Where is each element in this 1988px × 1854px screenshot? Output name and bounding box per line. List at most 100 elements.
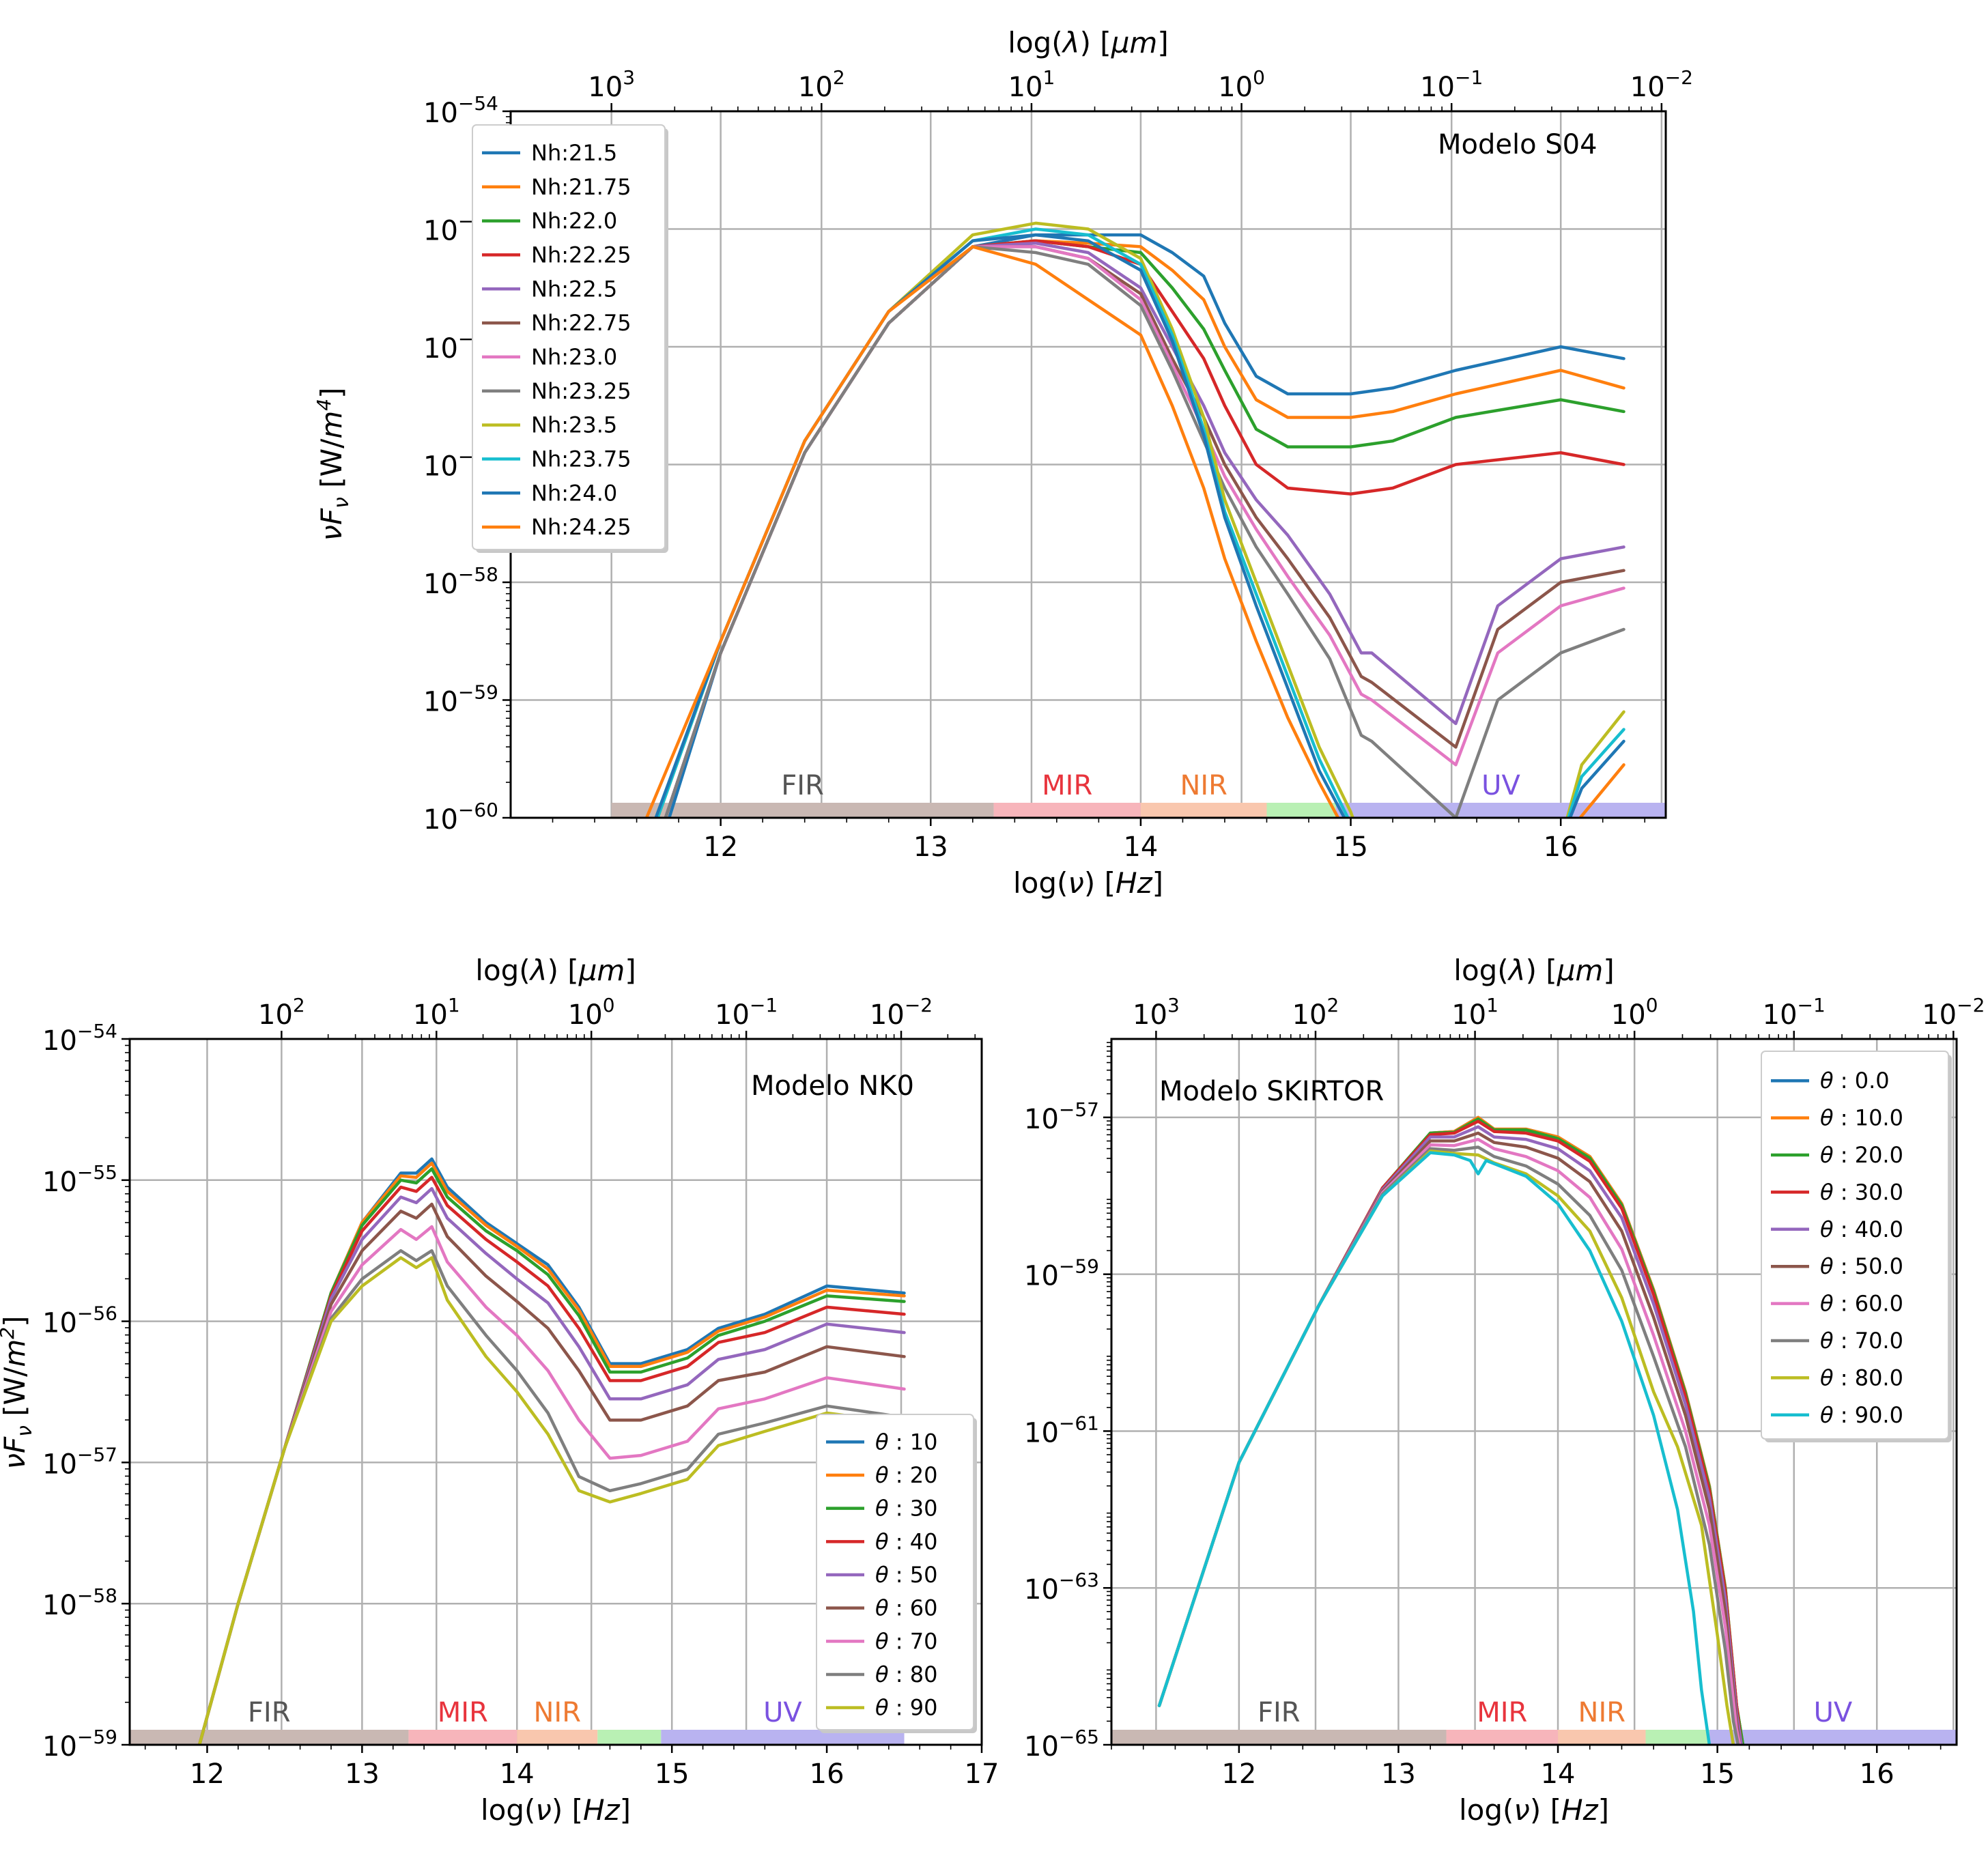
series-line [644, 245, 1625, 818]
legend-entry: θ : 0.0 [1820, 1068, 1890, 1094]
legend-entry: θ : 60.0 [1820, 1291, 1903, 1317]
series-group [1157, 1115, 1745, 1745]
panel-nk0: FIR MIR NIR UV 12 13 14 15 16 17 10−54 10−55 10−56 10… [0, 954, 999, 1827]
legend-entry: θ : 80 [875, 1662, 937, 1687]
x-tick-label: 16 [810, 1758, 844, 1790]
legend-entry: Nh:22.0 [531, 208, 617, 234]
band-label: MIR [438, 1697, 488, 1728]
series-line [655, 221, 1625, 818]
x-tick-label: 15 [1333, 831, 1368, 863]
band-nir [1140, 803, 1267, 818]
y-tick-label: 10−61 [1024, 1412, 1099, 1449]
series-line [1157, 1131, 1742, 1745]
band-nir [1558, 1730, 1646, 1745]
top-tick-label: 100 [1611, 994, 1658, 1031]
legend-entry: θ : 10 [875, 1429, 937, 1455]
legend-entry: θ : 60 [875, 1595, 937, 1621]
top-tick-label: 101 [413, 994, 460, 1031]
x-axis-label: log(ν) [Hz] [481, 1793, 631, 1827]
top-tick-label: 102 [1292, 994, 1339, 1031]
top-tick-label: 101 [1008, 66, 1055, 103]
y-tick-label: 10−54 [42, 1020, 117, 1057]
legend-entry: θ : 50.0 [1820, 1253, 1903, 1279]
series-group [197, 1157, 906, 1745]
band-vis [1645, 1730, 1709, 1745]
legend-box [816, 1414, 974, 1730]
top-tick-label: 101 [1451, 994, 1499, 1031]
x-axis-label: log(ν) [Hz] [1459, 1793, 1609, 1827]
series-group [644, 221, 1625, 818]
legend: θ : 10 θ : 20 θ : 30 θ : 40 θ : 50 θ : 60 θ : … [816, 1414, 977, 1733]
series-line [197, 1249, 906, 1745]
y-tick-label: 10−57 [1024, 1098, 1099, 1135]
band-label: MIR [1477, 1697, 1527, 1728]
x-tick-label: 13 [913, 831, 948, 863]
band-fir [611, 803, 994, 818]
x-tick-label: 16 [1544, 831, 1578, 863]
band-label: UV [763, 1697, 802, 1728]
x-tick-label: 16 [1860, 1758, 1894, 1790]
top-tick-label: 103 [1133, 994, 1180, 1031]
legend-entry: Nh:24.25 [531, 514, 631, 540]
top-tick-label: 10−1 [1763, 994, 1826, 1031]
legend-entry: θ : 70.0 [1820, 1328, 1903, 1354]
legend: Nh:21.5 Nh:21.75 Nh:22.0 Nh:22.25 Nh:22.5 Nh:… [472, 124, 668, 553]
y-tick-label: 10−56 [42, 1302, 117, 1339]
panel-s04: FIRMIRNIRUV121314151610−5410−5510−5610−5… [313, 26, 1693, 900]
series-line [1157, 1151, 1712, 1745]
panel-skirtor: FIR MIR NIR UV 12 13 14 15 16 10−57 10−59 10−61 10−6… [1024, 954, 1985, 1827]
model-annotation: Modelo NK0 [751, 1070, 914, 1102]
y-axis-label: νFν [W/m4] [313, 388, 354, 541]
y-tick-label: 10−59 [42, 1726, 117, 1763]
series-line [1157, 1125, 1743, 1745]
y-tick-label: 10−58 [42, 1584, 117, 1621]
y-tick-label: 10−60 [423, 799, 498, 836]
legend-entry: θ : 20 [875, 1462, 937, 1488]
legend-entry: Nh:22.5 [531, 276, 617, 302]
plot-frame [128, 1038, 983, 1746]
legend-entry: Nh:22.25 [531, 242, 631, 268]
top-tick-label: 10−1 [715, 994, 778, 1031]
plot-frame [1110, 1038, 1958, 1746]
band-mir [993, 803, 1141, 818]
y-axis-label: νFν [W/m2] [0, 1316, 37, 1470]
top-tick-label: 10−2 [1630, 66, 1693, 103]
legend-entry: θ : 80.0 [1820, 1365, 1903, 1390]
top-axis-label: log(λ) [μm] [1453, 954, 1614, 987]
series-line [197, 1186, 906, 1745]
y-tick-label: 10−65 [1024, 1726, 1099, 1763]
y-tick-label: 10−58 [423, 563, 498, 600]
top-tick-label: 100 [568, 994, 615, 1031]
legend-entry: θ : 30.0 [1820, 1179, 1903, 1205]
x-tick-label: 12 [1221, 1758, 1256, 1790]
x-tick-label: 15 [1700, 1758, 1735, 1790]
y-tick-label: 10−63 [1024, 1569, 1099, 1606]
top-axis-label: log(λ) [μm] [1008, 26, 1168, 59]
legend-entry: θ : 40.0 [1820, 1216, 1903, 1242]
legend-entry: Nh:23.0 [531, 344, 617, 370]
legend-entry: θ : 40 [875, 1528, 937, 1554]
legend-entry: Nh:24.0 [531, 480, 617, 506]
x-axis-label: log(ν) [Hz] [1013, 866, 1163, 900]
x-tick-label: 12 [190, 1758, 225, 1790]
band-fir [1111, 1730, 1447, 1745]
x-tick-label: 13 [1381, 1758, 1416, 1790]
top-tick-label: 10−2 [870, 994, 933, 1031]
band-label: NIR [534, 1697, 582, 1728]
band-vis [1266, 803, 1337, 818]
band-label: UV [1814, 1697, 1853, 1728]
y-tick-label: 10−57 [42, 1443, 117, 1480]
series-line [1157, 1119, 1743, 1745]
series-line [197, 1167, 906, 1745]
series-line [197, 1256, 906, 1745]
model-annotation: Modelo SKIRTOR [1159, 1076, 1384, 1107]
top-tick-label: 102 [258, 994, 305, 1031]
x-tick-label: 17 [965, 1758, 999, 1790]
band-label: MIR [1042, 770, 1092, 801]
top-tick-label: 10−2 [1922, 994, 1985, 1031]
band-fir [130, 1730, 409, 1745]
y-tick-label: 10−55 [42, 1161, 117, 1198]
band-mir [408, 1730, 517, 1745]
top-tick-label: 100 [1218, 66, 1265, 103]
top-tick-label: 10−1 [1420, 66, 1483, 103]
